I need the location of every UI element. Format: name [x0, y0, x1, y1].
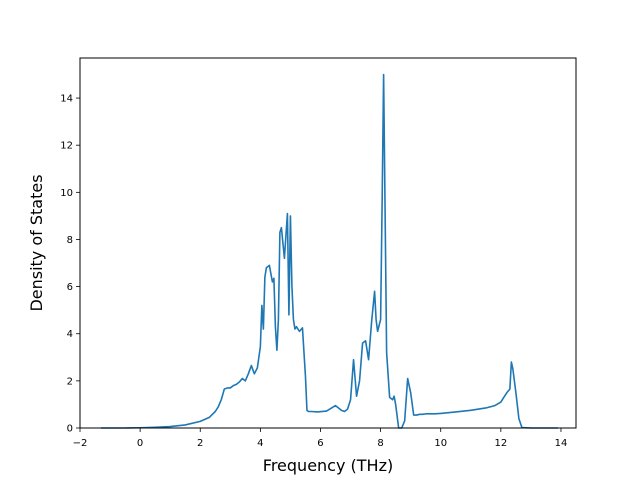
x-tick-label: 14: [555, 438, 568, 449]
y-tick-label: 2: [67, 376, 73, 387]
y-tick-label: 12: [60, 141, 73, 152]
series-layer: [101, 73, 558, 429]
x-tick-label: 6: [317, 438, 323, 449]
y-tick-label: 8: [67, 235, 73, 246]
plot-frame: [79, 57, 577, 429]
y-tick-label: 10: [60, 188, 73, 199]
y-tick-label: 6: [67, 282, 73, 293]
y-tick-label: 0: [67, 424, 73, 435]
y-tick-label: 4: [67, 329, 73, 340]
y-tick-label: 14: [60, 94, 73, 105]
y-axis-label: Density of States: [27, 174, 46, 311]
x-tick-label: 0: [137, 438, 143, 449]
x-tick-label: 4: [257, 438, 263, 449]
series-line-0: [101, 73, 558, 429]
x-tick-label: −2: [73, 438, 88, 449]
x-tick-label: 8: [377, 438, 383, 449]
y-axis: 0 2 4 6 8 10 12 14: [60, 94, 80, 435]
x-tick-label: 12: [494, 438, 507, 449]
x-axis-label: Frequency (THz): [263, 456, 393, 475]
x-axis: −2 0 2 4 6 8 10 12 14: [73, 428, 568, 449]
x-tick-label: 10: [434, 438, 447, 449]
plot-area: [80, 58, 576, 428]
x-tick-label: 2: [197, 438, 203, 449]
